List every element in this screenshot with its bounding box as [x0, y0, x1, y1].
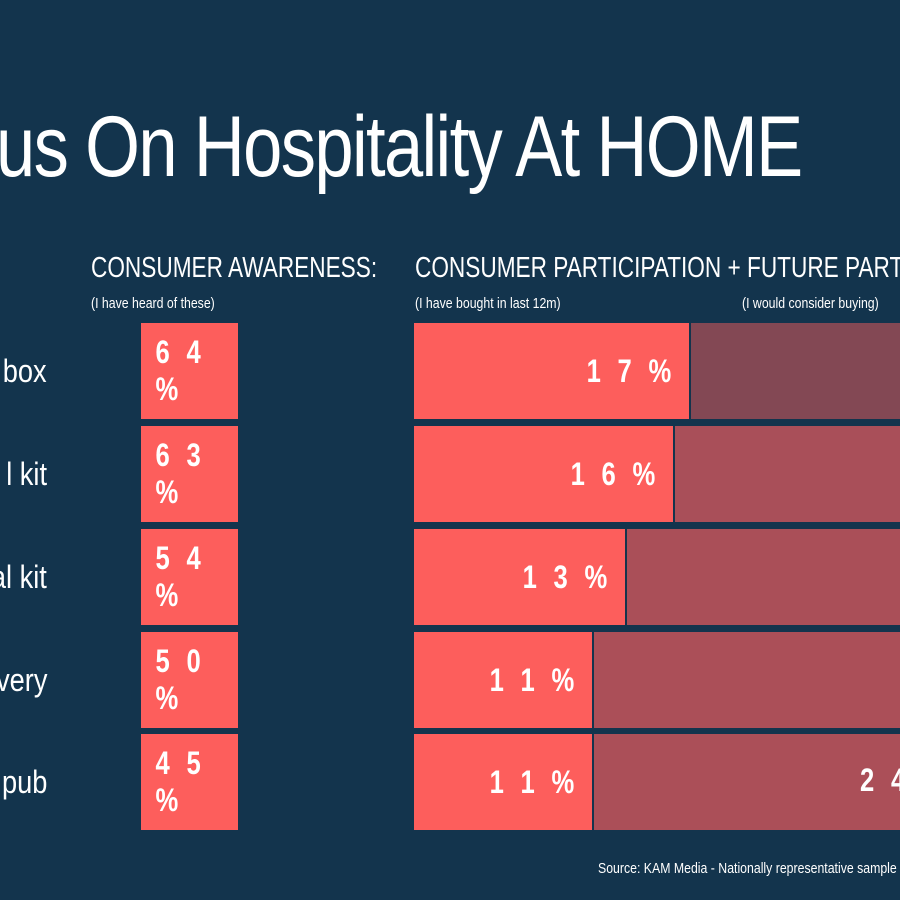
future-value-label: 2 4: [860, 762, 900, 798]
participation-bar: 1 1 %: [414, 632, 594, 728]
awareness-value-label: 6 4 %: [155, 334, 206, 407]
participation-bar: 1 3 %: [414, 529, 627, 625]
awareness-bar: 5 0 %: [141, 632, 238, 728]
participation-row: 2 4 1 1 %: [414, 734, 900, 830]
future-participation-bar: [689, 323, 900, 419]
participation-value-label: 1 3 %: [522, 558, 613, 595]
awareness-value-label: 4 5 %: [155, 745, 206, 818]
awareness-bar: 6 4 %: [141, 323, 238, 419]
participation-row: 1 1 %: [414, 632, 900, 728]
row-label: very: [0, 662, 47, 698]
participation-row: 1 7 %: [414, 323, 900, 419]
awareness-bar: 4 5 %: [141, 734, 238, 830]
future-participation-bar: [592, 632, 900, 728]
awareness-value-label: 6 3 %: [155, 437, 206, 510]
participation-value-label: 1 7 %: [586, 352, 677, 389]
participation-subheading-consider: (I would consider buying): [742, 295, 879, 312]
participation-value-label: 1 1 %: [489, 661, 580, 698]
participation-bar: 1 7 %: [414, 323, 691, 419]
future-participation-bar: [673, 426, 900, 522]
awareness-value-label: 5 0 %: [155, 643, 206, 716]
awareness-value-label: 5 4 %: [155, 540, 206, 613]
row-label: box: [3, 353, 47, 389]
participation-row: 1 6 %: [414, 426, 900, 522]
source-note: Source: KAM Media - Nationally represent…: [598, 860, 897, 877]
awareness-bar: 6 3 %: [141, 426, 238, 522]
participation-subheading-bought: (I have bought in last 12m): [415, 295, 561, 312]
participation-value-label: 1 1 %: [489, 763, 580, 800]
future-participation-bar: [625, 529, 900, 625]
future-participation-bar: 2 4: [592, 734, 900, 830]
awareness-subheading: (I have heard of these): [91, 295, 215, 312]
awareness-heading: CONSUMER AWARENESS:: [91, 252, 378, 284]
participation-row: 1 3 %: [414, 529, 900, 625]
row-label: l kit: [6, 456, 47, 492]
participation-bar: 1 1 %: [414, 734, 594, 830]
row-label: al kit: [0, 559, 47, 595]
awareness-bar: 5 4 %: [141, 529, 238, 625]
participation-heading: CONSUMER PARTICIPATION + FUTURE PARTIC: [415, 252, 900, 284]
participation-value-label: 1 6 %: [570, 455, 661, 492]
row-label: pub: [1, 764, 47, 800]
page-title: us On Hospitality At HOME: [0, 99, 803, 195]
participation-bar: 1 6 %: [414, 426, 675, 522]
